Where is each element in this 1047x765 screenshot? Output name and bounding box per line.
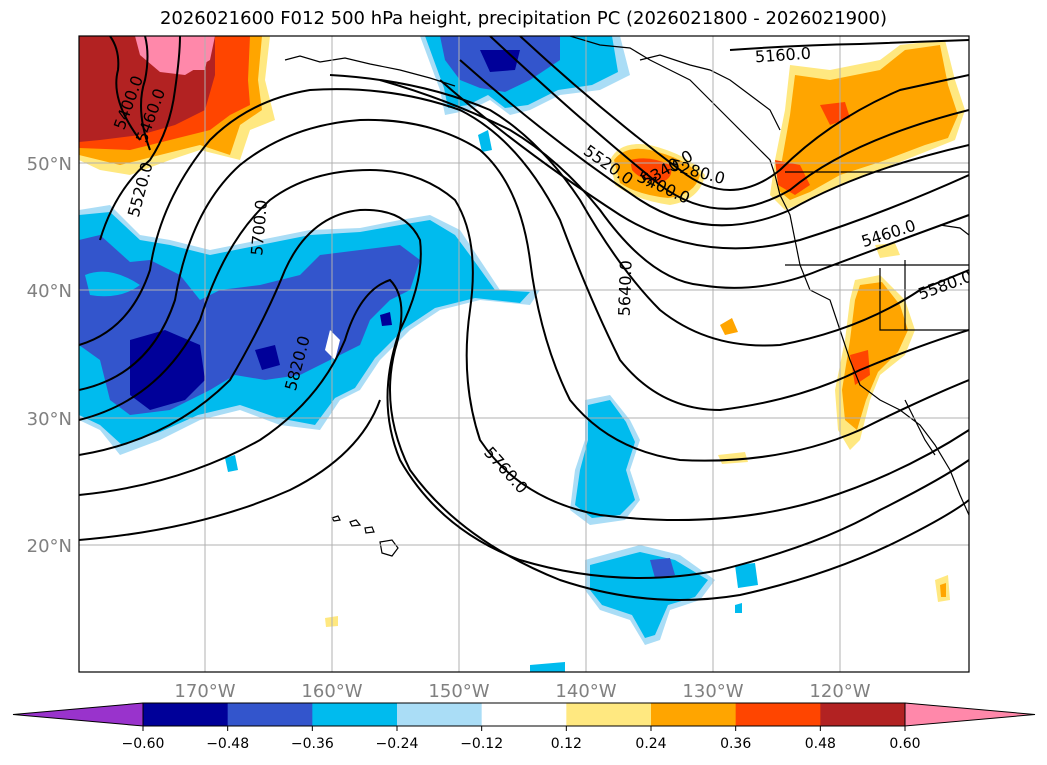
- colorbar-segment: [566, 703, 652, 726]
- height-contours: [79, 36, 969, 601]
- precip-positive-gulf-of-alaska: [610, 144, 705, 205]
- colorbar-extend-high: [904, 702, 1036, 727]
- colorbar-tick-label: −0.48: [206, 736, 249, 752]
- contour-5820: [79, 208, 969, 579]
- lon-label-170w: 170°W: [174, 681, 235, 702]
- lon-label-140w: 140°W: [555, 681, 616, 702]
- colorbar-tick-label: −0.12: [460, 736, 503, 752]
- colorbar-tick-label: 0.12: [551, 736, 582, 752]
- contour-5520a: [99, 36, 181, 241]
- colorbar-tick-label: 0.36: [720, 736, 751, 752]
- colorbar-segment: [481, 703, 567, 726]
- contour-label-5640: 5640.0: [615, 260, 636, 317]
- colorbar-extend-low: [12, 702, 144, 727]
- colorbar-segment: [820, 703, 906, 726]
- contour-5580: [329, 74, 969, 347]
- precip-positive-northwest: [79, 36, 275, 175]
- precip-positive-pacific-northwest: [770, 40, 965, 210]
- lon-label-120w: 120°W: [809, 681, 870, 702]
- precip-negative-central-pacific: [79, 205, 540, 455]
- contour-5460b: [439, 79, 969, 250]
- contour-5340: [489, 36, 969, 210]
- contour-5760: [79, 168, 969, 521]
- precip-positive-california: [835, 275, 915, 450]
- map-frame: [78, 35, 970, 673]
- lat-label-20: 20°N: [27, 536, 72, 557]
- contour-5700: [79, 118, 969, 462]
- colorbar-tick-label: 0.48: [805, 736, 836, 752]
- contour-5640: [79, 88, 969, 412]
- colorbar-tick-label: −0.24: [376, 736, 419, 752]
- colorbar-outline: [142, 702, 906, 727]
- latitude-labels: 20°N 30°N 40°N 50°N: [27, 154, 72, 557]
- lat-label-50: 50°N: [27, 154, 72, 175]
- contour-5880: [79, 278, 969, 601]
- lon-label-130w: 130°W: [682, 681, 743, 702]
- colorbar-segment: [227, 703, 313, 726]
- colorbar-tick-label: 0.24: [635, 736, 666, 752]
- contour-5460a: [140, 36, 151, 151]
- precip-negative-subtropical: [225, 395, 758, 672]
- hawaiian-islands: [331, 515, 399, 557]
- contour-5520b: [379, 79, 969, 289]
- lat-label-30: 30°N: [27, 409, 72, 430]
- chart-title: 2026021600 F012 500 hPa height, precipit…: [159, 8, 888, 29]
- colorbar-segment: [651, 703, 737, 726]
- colorbar-tick-label: 0.60: [889, 736, 920, 752]
- colorbar-segment: [397, 703, 483, 726]
- colorbar-segment: [312, 703, 398, 726]
- colorbar-tick-label: −0.60: [122, 736, 165, 752]
- lon-label-160w: 160°W: [301, 681, 362, 702]
- lat-label-40: 40°N: [27, 281, 72, 302]
- contour-label-5160: 5160.0: [754, 44, 811, 67]
- contour-label-5700: 5700.0: [247, 199, 271, 256]
- coastlines: [284, 36, 969, 516]
- contour-5160: [729, 39, 969, 51]
- lon-label-150w: 150°W: [428, 681, 489, 702]
- contour-5400a: [109, 36, 141, 141]
- colorbar: −0.60 −0.48 −0.36 −0.24 −0.12 0.12 0.24 0.36 0.4…: [12, 702, 1036, 752]
- precip-negative-north-pacific: [420, 36, 630, 152]
- colorbar-tick-label: −0.36: [291, 736, 334, 752]
- contour-5280: [519, 36, 969, 191]
- contour-5940: [79, 399, 381, 541]
- colorbar-segment: [143, 703, 229, 726]
- longitude-labels: 170°W 160°W 150°W 140°W 130°W 120°W: [174, 681, 870, 702]
- contour-5400b: [459, 59, 969, 227]
- colorbar-segment: [735, 703, 821, 726]
